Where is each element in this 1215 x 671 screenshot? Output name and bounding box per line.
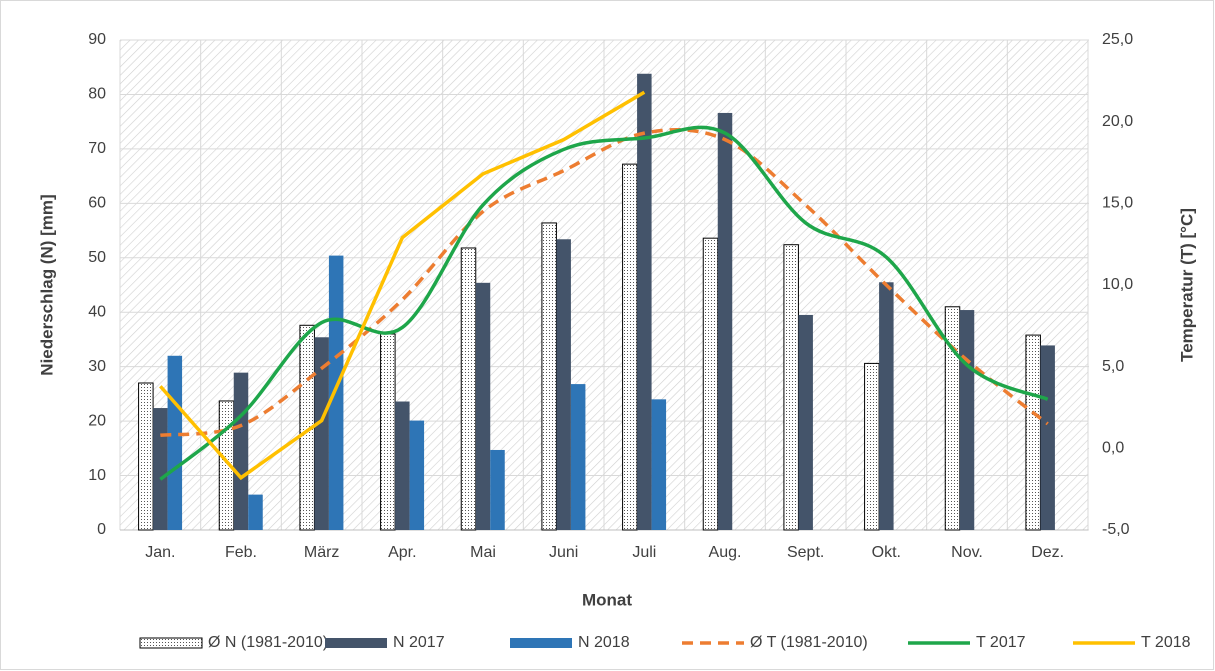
bar: [864, 362, 880, 531]
line: [160, 127, 1049, 438]
legend-label: T 2018: [1141, 634, 1191, 651]
bar: [233, 372, 249, 530]
legend-label: Ø T (1981-2010): [750, 634, 868, 651]
bar: [879, 282, 894, 530]
legend-swatch: [510, 638, 572, 648]
bar: [622, 163, 638, 531]
legend-swatch: [139, 637, 203, 649]
bar: [409, 420, 425, 530]
bar: [248, 494, 263, 530]
bar: [328, 255, 344, 530]
x-tick-label: Dez.: [1031, 544, 1064, 561]
bar: [490, 449, 505, 530]
y-tick-label: 80: [88, 86, 106, 103]
bar: [783, 244, 799, 531]
y-tick-label: 50: [88, 249, 106, 266]
y2-tick-label: 25,0: [1102, 31, 1133, 48]
y-tick-label: 0: [97, 521, 106, 538]
x-tick-label: Nov.: [951, 544, 983, 561]
legend-label: T 2017: [976, 634, 1026, 651]
bar: [556, 239, 571, 530]
bar: [1040, 345, 1055, 530]
bar: [570, 384, 586, 530]
y2-tick-label: 15,0: [1102, 195, 1133, 212]
x-tick-label: Apr.: [388, 544, 416, 561]
y-tick-label: 60: [88, 195, 106, 212]
x-tick-label: Juni: [549, 544, 578, 561]
x-tick-label: Sept.: [787, 544, 824, 561]
bar: [637, 73, 652, 530]
x-axis-title: Monat: [582, 590, 632, 609]
bar: [395, 401, 410, 530]
bar: [167, 355, 183, 530]
legend-label: N 2018: [578, 634, 630, 651]
x-tick-label: Okt.: [872, 544, 901, 561]
x-tick-label: Aug.: [709, 544, 742, 561]
y2-tick-label: 0,0: [1102, 440, 1124, 457]
y-tick-label: 70: [88, 140, 106, 157]
bar: [153, 408, 168, 530]
x-tick-label: März: [304, 544, 340, 561]
y2-tick-label: 10,0: [1102, 276, 1133, 293]
bar: [314, 337, 329, 530]
bar: [651, 399, 667, 530]
x-tick-label: Jan.: [145, 544, 175, 561]
legend-swatch: [325, 638, 387, 648]
legend-label: N 2017: [393, 634, 445, 651]
y-tick-label: 30: [88, 358, 106, 375]
bar: [1025, 334, 1041, 531]
bar: [717, 112, 733, 530]
y-tick-label: 40: [88, 303, 106, 320]
x-tick-label: Juli: [632, 544, 656, 561]
bar: [138, 382, 154, 531]
bar: [380, 333, 396, 531]
y2-tick-label: -5,0: [1102, 521, 1130, 538]
y2-tick-label: 20,0: [1102, 113, 1133, 130]
bar: [798, 314, 813, 530]
y-tick-label: 10: [88, 467, 106, 484]
y-tick-label: 20: [88, 412, 106, 429]
y2-axis-title: Temperatur (T) [°C]: [1177, 208, 1196, 362]
y-axis-title: Niederschlag (N) [mm]: [37, 194, 56, 375]
bar: [959, 310, 975, 530]
line: [159, 90, 646, 481]
bar: [460, 247, 477, 531]
legend-label: Ø N (1981-2010): [208, 634, 328, 651]
bar: [541, 222, 557, 531]
y2-tick-label: 5,0: [1102, 358, 1124, 375]
line: [159, 125, 1049, 481]
x-tick-label: Feb.: [225, 544, 257, 561]
bar: [702, 237, 719, 531]
bar: [475, 282, 491, 530]
x-tick-label: Mai: [470, 544, 496, 561]
y-tick-label: 90: [88, 31, 106, 48]
